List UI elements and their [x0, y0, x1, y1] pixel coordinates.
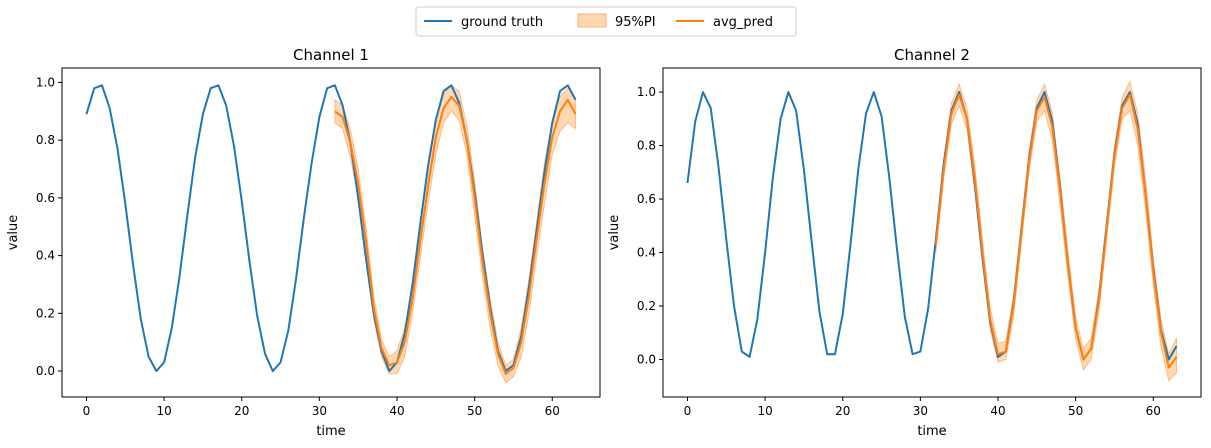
chart-1-y-tick-label: 0.0	[36, 364, 55, 378]
chart-1-y-tick-label: 1.0	[36, 75, 55, 89]
chart-1-x-tick-label: 20	[234, 404, 249, 418]
chart-channel-2: 0 10 20 30 40 50 60 0.0 0.2 0.4 0.6 0.8 1.0 Channel 2…	[607, 46, 1202, 439]
chart-2-pi-band	[935, 80, 1177, 382]
chart-2-x-tick-label: 30	[913, 404, 928, 418]
chart-2-x-axis-label: time	[917, 424, 946, 439]
chart-2-y-tick-label: 0.6	[637, 192, 656, 206]
chart-2-y-axis-label: value	[607, 215, 622, 251]
chart-1-x-tick-label: 0	[83, 404, 91, 418]
chart-1-y-tick-label: 0.8	[36, 133, 55, 147]
chart-1-x-tick-label: 50	[467, 404, 482, 418]
chart-1-y-tick-label: 0.2	[36, 306, 55, 320]
chart-2-y-tick-label: 0.8	[637, 139, 656, 153]
chart-2-x-tick-label: 50	[1068, 404, 1083, 418]
chart-2-x-tick-label: 40	[990, 404, 1005, 418]
chart-2-ground-truth-line	[686, 91, 1178, 361]
legend: ground truth 95%PI avg_pred	[415, 6, 797, 37]
chart-2-x-tick-label: 20	[835, 404, 850, 418]
chart-2-title: Channel 2	[894, 46, 970, 64]
chart-1-pi-band	[334, 84, 576, 384]
chart-1-avg-pred-line	[334, 95, 577, 375]
chart-2-axes-frame	[662, 67, 1202, 398]
chart-2-x-tick-label: 60	[1146, 404, 1161, 418]
chart-2-x-tick-label: 0	[684, 404, 692, 418]
chart-1-title: Channel 1	[293, 46, 369, 64]
chart-1-plot-area	[85, 84, 577, 384]
chart-2-y-tick-label: 0.0	[637, 353, 656, 367]
legend-swatch-95pi	[577, 13, 607, 28]
chart-1-x-tick-label: 40	[389, 404, 404, 418]
legend-label-avg-pred: avg_pred	[713, 15, 773, 30]
chart-2-y-tick-label: 1.0	[637, 85, 656, 99]
chart-1-x-tick-label: 10	[156, 404, 171, 418]
chart-1-y-tick-label: 0.4	[36, 249, 55, 263]
chart-1-y-tick-label: 0.6	[36, 191, 55, 205]
chart-1-x-tick-label: 60	[545, 404, 560, 418]
chart-1-x-tick-label: 30	[312, 404, 327, 418]
legend-label-95pi: 95%PI	[615, 15, 656, 30]
chart-1-ground-truth-line	[85, 84, 577, 373]
legend-label-ground-truth: ground truth	[461, 15, 543, 30]
chart-1-y-axis-label: value	[6, 215, 21, 251]
chart-2-x-tick-label: 10	[757, 404, 772, 418]
chart-channel-1: 0 10 20 30 40 50 60 0.0 0.2 0.4 0.6 0.8 1.0 Channel 1…	[6, 46, 601, 439]
chart-2-plot-area	[686, 80, 1178, 382]
chart-2-y-tick-label: 0.2	[637, 299, 656, 313]
chart-2-avg-pred-line	[934, 93, 1178, 369]
chart-1-axes-frame	[61, 67, 601, 398]
chart-1-x-axis-label: time	[316, 424, 345, 439]
chart-2-y-tick-label: 0.4	[637, 246, 656, 260]
